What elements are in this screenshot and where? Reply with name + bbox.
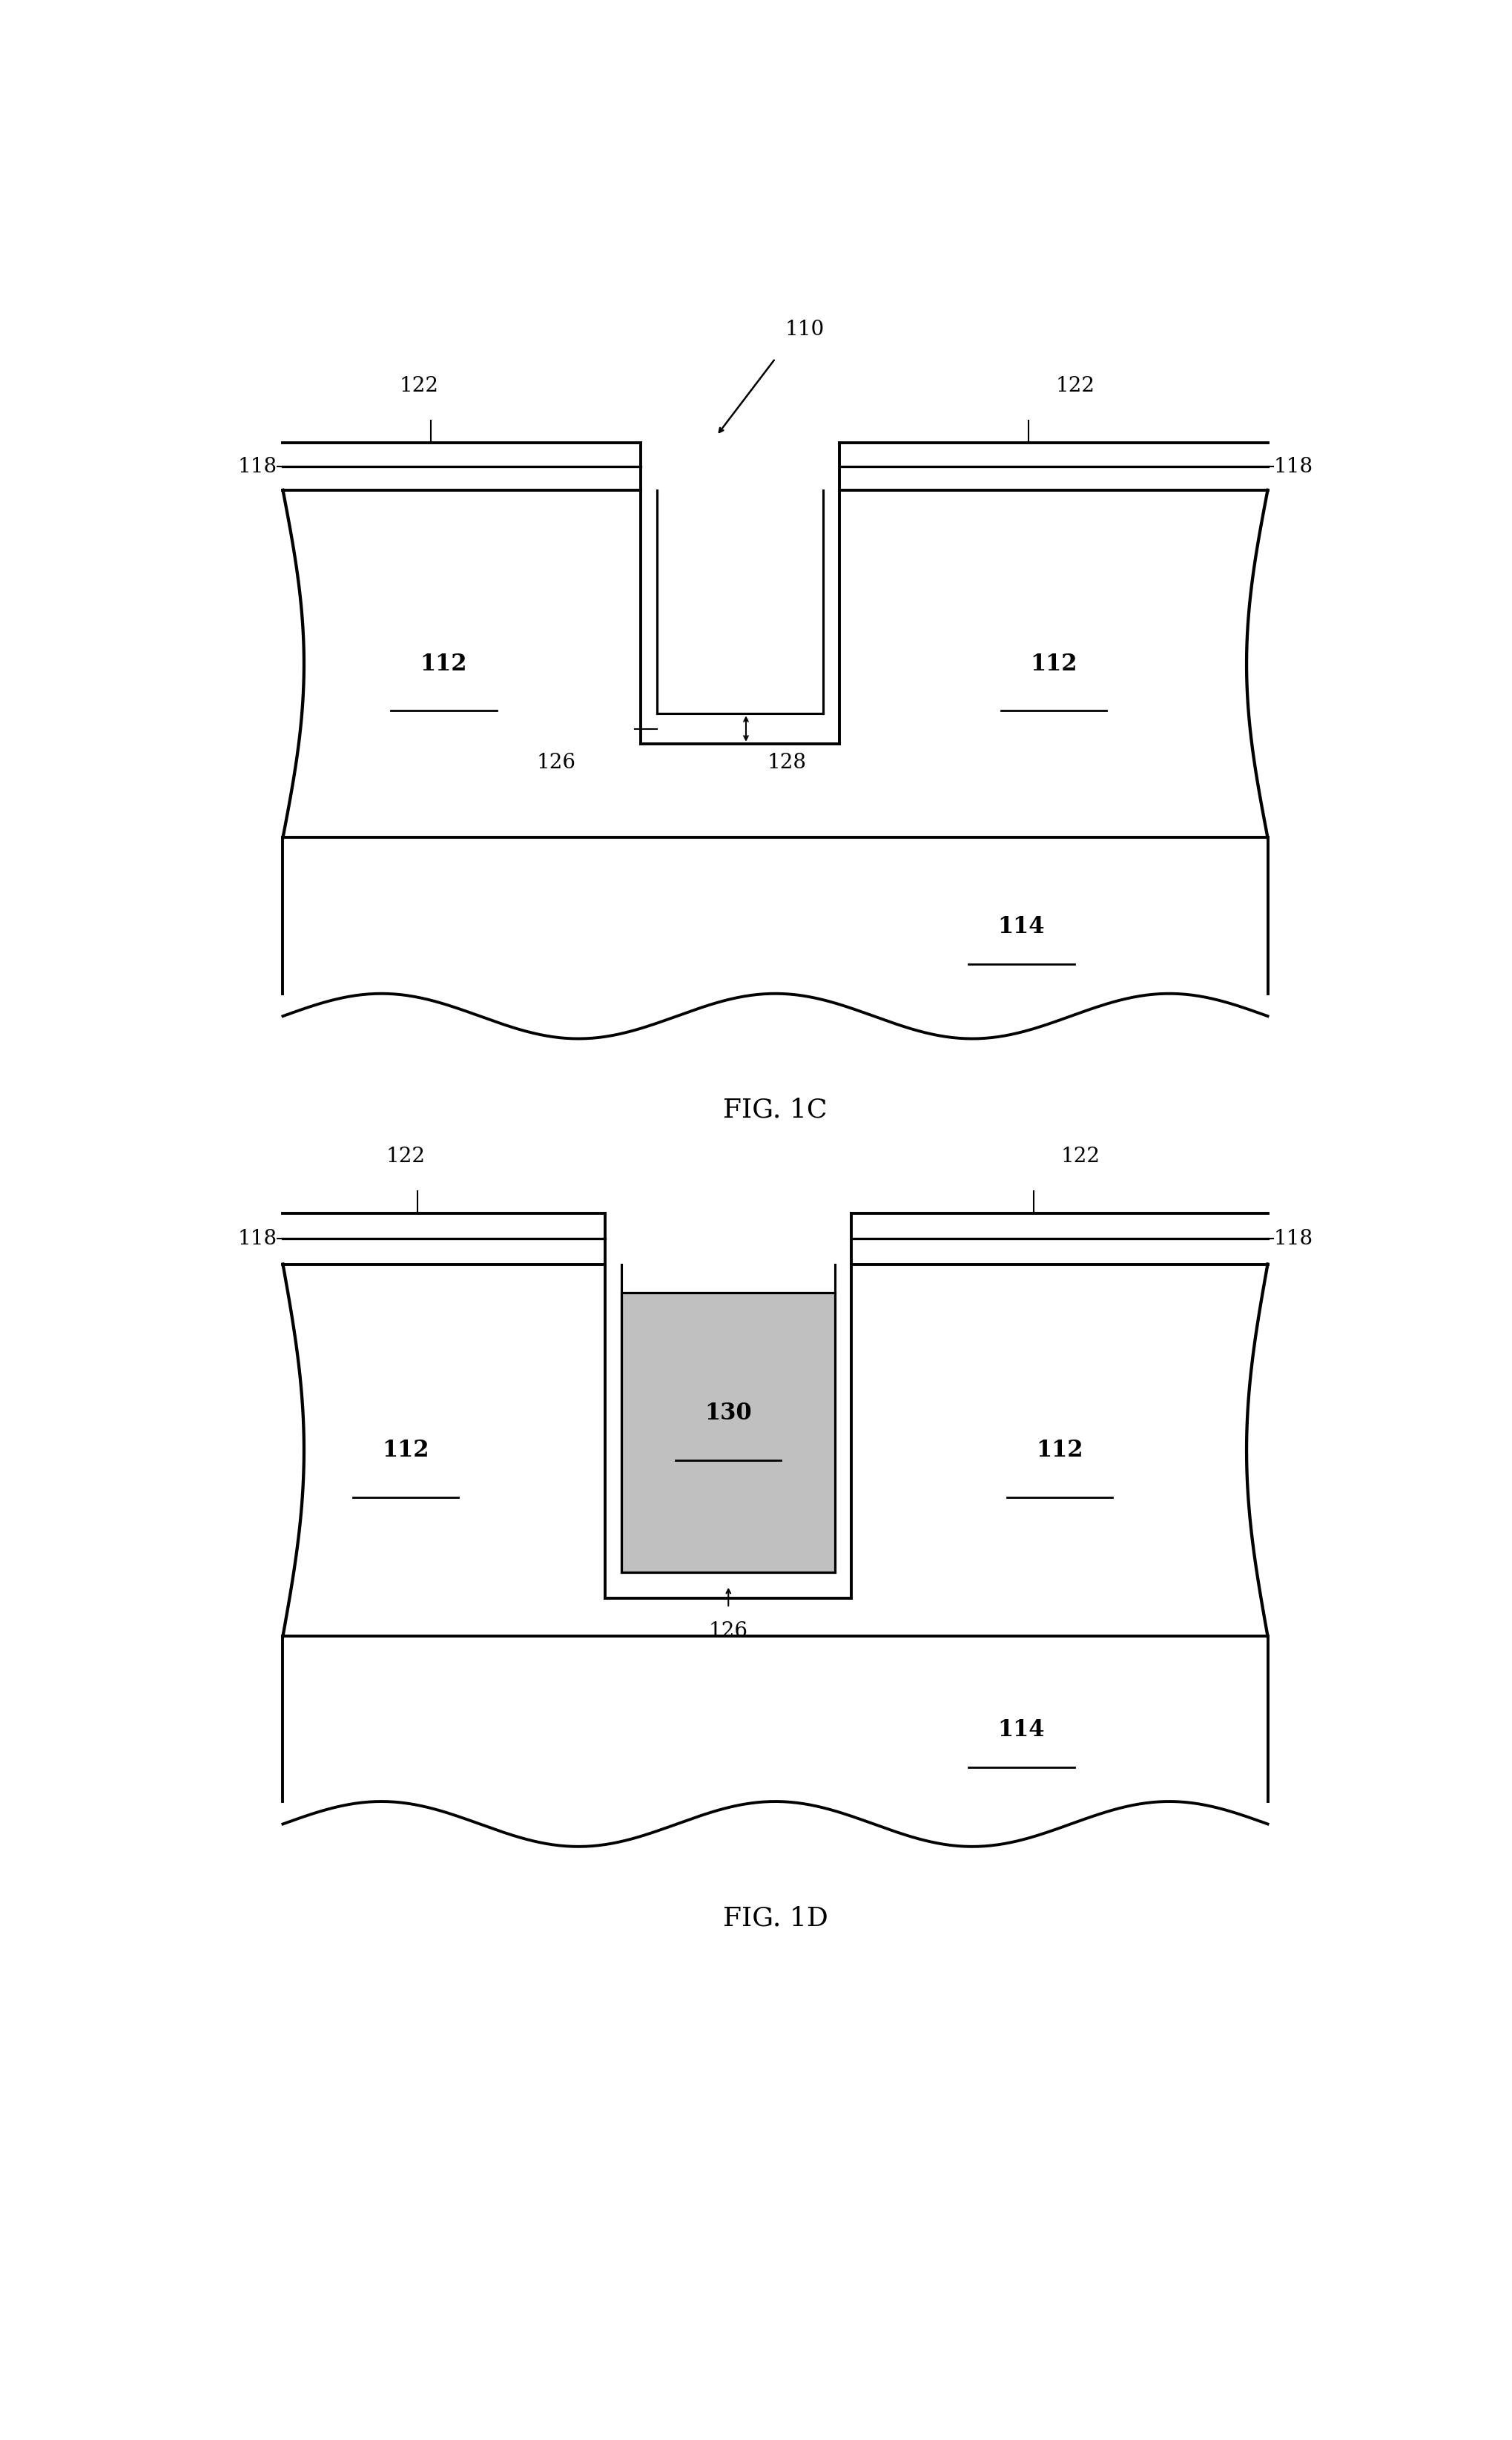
Bar xyxy=(621,1293,835,1571)
Text: 110: 110 xyxy=(785,320,824,339)
Text: 112: 112 xyxy=(1036,1440,1083,1462)
Text: 118: 118 xyxy=(1273,456,1312,476)
Text: 112: 112 xyxy=(381,1440,429,1462)
Text: FIG. 1C: FIG. 1C xyxy=(723,1098,827,1122)
Text: 126: 126 xyxy=(537,754,576,773)
Text: 118: 118 xyxy=(237,1230,277,1249)
Text: 114: 114 xyxy=(998,915,1045,939)
Text: 118: 118 xyxy=(237,456,277,476)
Text: 112: 112 xyxy=(420,651,467,676)
Text: 122: 122 xyxy=(1060,1147,1099,1166)
Text: 118: 118 xyxy=(1273,1230,1312,1249)
Text: 130: 130 xyxy=(705,1403,751,1425)
Text: 122: 122 xyxy=(399,376,438,395)
Text: 112: 112 xyxy=(1030,651,1077,676)
Text: 122: 122 xyxy=(386,1147,425,1166)
Text: FIG. 1D: FIG. 1D xyxy=(723,1906,827,1930)
Text: 128: 128 xyxy=(767,754,806,773)
Text: 122: 122 xyxy=(1055,376,1095,395)
Text: 114: 114 xyxy=(998,1718,1045,1742)
Text: 126: 126 xyxy=(709,1620,747,1642)
